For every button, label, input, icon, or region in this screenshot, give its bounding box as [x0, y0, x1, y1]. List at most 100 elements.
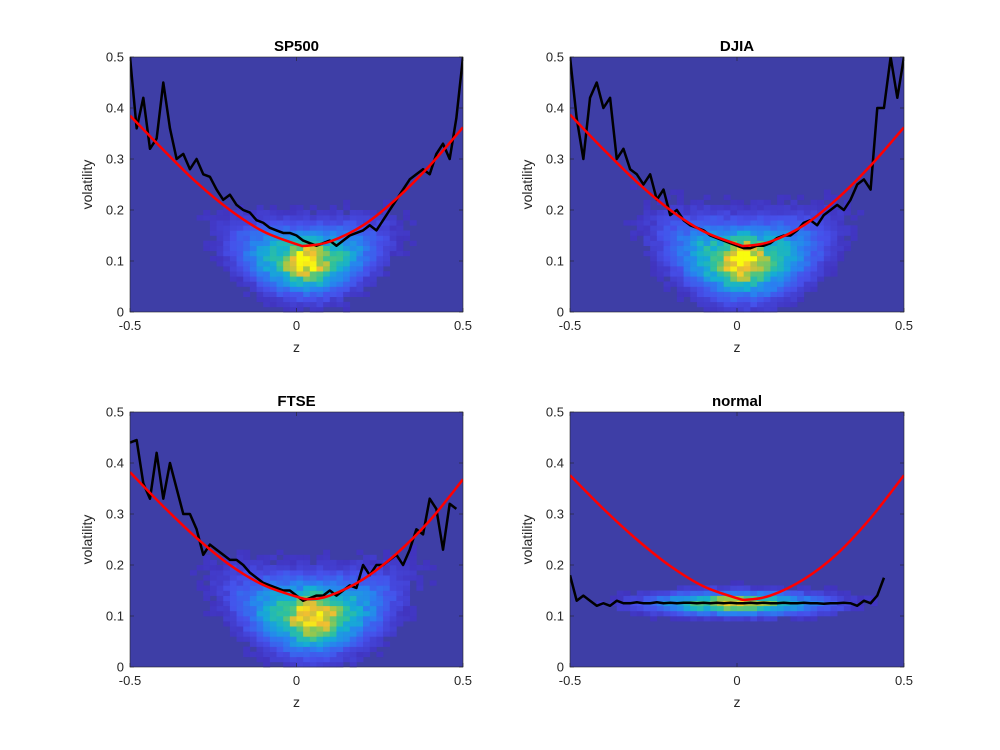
heatmap-cell: [349, 600, 357, 607]
heatmap-cell: [790, 225, 798, 231]
heatmap-cell: [837, 225, 845, 231]
heatmap-cell: [696, 210, 704, 216]
heatmap-cell: [289, 600, 297, 607]
heatmap-cell: [296, 610, 304, 617]
heatmap-cell: [770, 296, 778, 303]
heatmap-cell: [650, 261, 658, 267]
heatmap-cell: [303, 291, 311, 297]
heatmap-cell: [396, 616, 404, 622]
heatmap-cell: [797, 194, 805, 201]
heatmap-cell: [349, 646, 357, 652]
heatmap-cell: [650, 605, 658, 612]
heatmap-cell: [336, 641, 344, 647]
heatmap-cell: [329, 626, 337, 632]
heatmap-cell: [636, 215, 644, 221]
heatmap-cell: [676, 204, 684, 211]
heatmap-cell: [263, 641, 271, 647]
heatmap-cell: [303, 245, 311, 252]
heatmap-cell: [716, 240, 724, 246]
heatmap-cell: [750, 306, 758, 313]
heatmap-cell: [243, 636, 251, 642]
heatmap-cell: [336, 631, 344, 637]
heatmap-cell: [209, 230, 217, 236]
heatmap-cell: [256, 605, 264, 612]
heatmap-cell: [243, 210, 251, 216]
heatmap-cell: [810, 286, 818, 292]
heatmap-cell: [276, 559, 284, 566]
heatmap-cell: [349, 605, 357, 612]
heatmap-cell: [770, 266, 778, 272]
heatmap-cell: [269, 220, 277, 226]
heatmap-cell: [269, 656, 277, 663]
heatmap-cell: [683, 595, 691, 601]
heatmap-cell: [283, 636, 291, 642]
heatmap-cell: [323, 600, 331, 607]
heatmap-cell: [349, 610, 357, 617]
heatmap-cell: [336, 210, 344, 216]
heatmap-cell: [650, 255, 658, 262]
heatmap-cell: [696, 220, 704, 226]
heatmap-cell: [303, 626, 311, 632]
x-tick-label: -0.5: [119, 318, 141, 333]
heatmap-cell: [803, 281, 811, 287]
heatmap-cell: [663, 245, 671, 252]
heatmap-cell: [763, 230, 771, 236]
heatmap-cell: [750, 291, 758, 297]
heatmap-cell: [723, 266, 731, 272]
heatmap-cell: [316, 281, 324, 287]
heatmap-cell: [623, 590, 631, 596]
heatmap-cell: [636, 220, 644, 226]
heatmap-cell: [343, 616, 351, 622]
heatmap-cell: [229, 559, 237, 566]
heatmap-cell: [236, 210, 244, 216]
heatmap-cell: [763, 245, 771, 252]
heatmap-cell: [416, 580, 424, 586]
heatmap-cell: [309, 271, 317, 277]
heatmap-cell: [223, 595, 231, 601]
heatmap-cell: [323, 616, 331, 622]
heatmap-cell: [737, 210, 744, 216]
heatmap-cell: [283, 616, 291, 622]
heatmap-cell: [803, 605, 811, 612]
heatmap-cell: [710, 595, 718, 601]
heatmap-cell: [303, 271, 311, 277]
heatmap-cell: [703, 225, 711, 231]
heatmap-cell: [243, 580, 251, 586]
heatmap-cell: [810, 255, 818, 262]
heatmap-cell: [810, 199, 818, 206]
heatmap-cell: [309, 610, 317, 617]
heatmap-cell: [216, 565, 224, 571]
heatmap-cell: [716, 585, 724, 591]
heatmap-cell: [203, 585, 211, 591]
heatmap-cell: [276, 575, 284, 581]
heatmap-cell: [269, 636, 277, 642]
heatmap-cell: [396, 585, 404, 591]
heatmap-cell: [710, 296, 718, 303]
heatmap-cell: [289, 661, 297, 668]
heatmap-cell: [323, 575, 331, 581]
heatmap-cell: [356, 245, 364, 252]
heatmap-cell: [303, 296, 311, 303]
heatmap-cell: [316, 286, 324, 292]
heatmap-cell: [329, 204, 337, 211]
heatmap-cell: [663, 595, 671, 601]
heatmap-cell: [243, 554, 251, 561]
heatmap-cell: [383, 554, 391, 561]
heatmap-cell: [329, 565, 337, 571]
heatmap-cell: [209, 255, 217, 262]
heatmap-cell: [703, 610, 711, 617]
heatmap-cell: [349, 255, 357, 262]
heatmap-cell: [249, 641, 257, 647]
heatmap-cell: [783, 276, 791, 282]
heatmap-cell: [683, 590, 691, 596]
heatmap-cell: [850, 225, 858, 231]
heatmap-cell: [703, 261, 711, 267]
heatmap-cell: [343, 600, 351, 607]
heatmap-cell: [276, 621, 284, 627]
heatmap-cell: [810, 235, 818, 241]
heatmap-cell: [750, 610, 758, 617]
heatmap-cell: [256, 565, 264, 571]
heatmap-cell: [349, 261, 357, 267]
heatmap-cell: [690, 245, 698, 252]
